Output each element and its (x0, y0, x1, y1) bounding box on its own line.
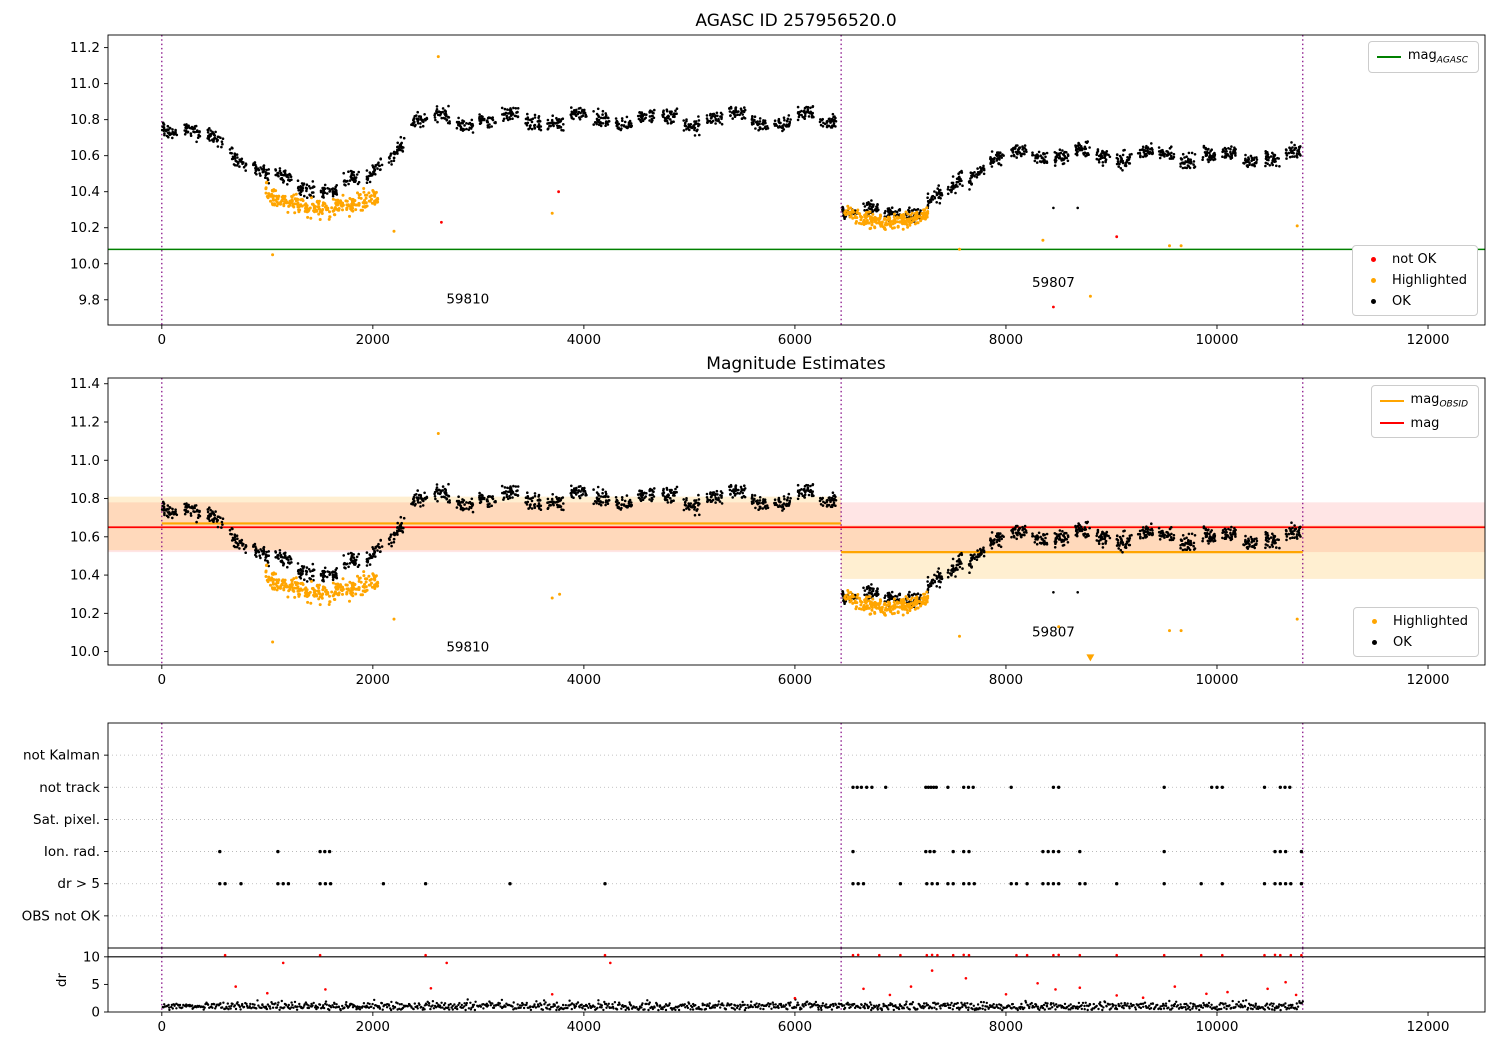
x-tick-label: 6000 (778, 332, 812, 348)
y-tick-label: 10.4 (70, 184, 100, 200)
y-tick-label: 11.2 (70, 40, 100, 56)
x-tick-label: 2000 (356, 332, 390, 348)
legend-label: mag (1410, 415, 1440, 431)
legend-item: Highlighted (1361, 273, 1467, 288)
y-tick-label: 5 (91, 977, 100, 993)
legend-label: not OK (1392, 252, 1437, 267)
scatter-points (160, 432, 1302, 662)
y-tick-label: 11.0 (70, 453, 100, 469)
x-tick-label: 4000 (567, 1019, 601, 1035)
flag-category-label: OBS not OK (22, 908, 102, 924)
y-tick-label: 10.8 (70, 112, 100, 128)
x-tick-label: 8000 (989, 672, 1023, 688)
y-tick-label: 10.6 (70, 529, 100, 545)
y-tick-label: 10 (83, 949, 100, 965)
x-tick-label: 4000 (567, 672, 601, 688)
x-tick-label: 12000 (1407, 332, 1450, 348)
legend-line-swatch (1379, 422, 1404, 425)
y-tick-label: 10.2 (70, 220, 100, 236)
legend-label: OK (1392, 294, 1411, 309)
x-tick-label: 2000 (356, 1019, 390, 1035)
x-tick-label: 4000 (567, 332, 601, 348)
legend-dot-swatch (1362, 619, 1386, 624)
y-axis-label: dr (54, 972, 70, 987)
scatter-points (160, 55, 1302, 309)
y-tick-label: 10.2 (70, 606, 100, 622)
x-tick-label: 0 (158, 1019, 167, 1035)
flag-category-label: not Kalman (23, 748, 100, 764)
legend-item: OK (1361, 294, 1467, 309)
scatter-points (161, 953, 1305, 1012)
y-tick-label: 9.8 (79, 292, 100, 308)
obsid-label: 59807 (1032, 624, 1075, 640)
legend-1-1: Highlighted OK (1353, 607, 1479, 657)
triangle-marker (1086, 654, 1095, 662)
x-tick-label: 12000 (1407, 672, 1450, 688)
flag-category-label: Sat. pixel. (33, 812, 100, 828)
magnitude-estimates-plot: 59810 59807 10.0 10.2 10.4 10.6 10.8 11.0 11.2 11… (70, 376, 1486, 688)
x-tick-label: 2000 (356, 672, 390, 688)
legend-label: magAGASC (1407, 48, 1468, 66)
flag-points (218, 785, 1304, 886)
x-tick-label: 0 (158, 672, 167, 688)
y-tick-label: 11.0 (70, 76, 100, 92)
x-tick-label: 6000 (778, 672, 812, 688)
y-tick-label: 0 (91, 1005, 100, 1021)
x-tick-label: 10000 (1196, 1019, 1239, 1035)
legend-label: magOBSID (1410, 392, 1468, 410)
legend-label: Highlighted (1393, 614, 1468, 629)
x-tick-label: 8000 (989, 1019, 1023, 1035)
legend-item: magAGASC (1376, 48, 1468, 66)
x-tick-label: 0 (158, 332, 167, 348)
x-tick-label: 8000 (989, 332, 1023, 348)
y-tick-label: 10.8 (70, 491, 100, 507)
y-tick-label: 10.0 (70, 644, 100, 660)
legend-0-0: magAGASC (1367, 41, 1479, 73)
legend-0-1: not OK Highlighted OK (1352, 245, 1478, 316)
legend-item: mag (1379, 415, 1468, 431)
y-tick-label: 10.4 (70, 568, 100, 584)
y-tick-label: 10.0 (70, 256, 100, 272)
legend-dot-swatch (1361, 257, 1385, 262)
legend-item: Highlighted (1362, 614, 1468, 629)
y-tick-label: 11.4 (70, 376, 100, 392)
page-title: AGASC ID 257956520.0 (695, 11, 897, 31)
legend-label: OK (1393, 635, 1412, 650)
flag-category-label: dr > 5 (57, 876, 100, 892)
legend-line-swatch (1379, 399, 1404, 402)
dr-plot: 0 5 10 0 2000 4000 6000 8000 10000 12000 dr (54, 947, 1486, 1035)
y-tick-label: 11.2 (70, 415, 100, 431)
flag-category-label: Ion. rad. (44, 844, 100, 860)
obsid-label: 59810 (446, 291, 489, 307)
legend-line-swatch (1376, 55, 1401, 58)
axes-frame (107, 34, 1486, 326)
legend-label: Highlighted (1392, 273, 1467, 288)
legend-item: magOBSID (1379, 392, 1468, 410)
legend-item: OK (1362, 635, 1468, 650)
y-tick-label: 10.6 (70, 148, 100, 164)
legend-item: not OK (1361, 252, 1467, 267)
obsid-label: 59810 (446, 640, 489, 656)
legend-dot-swatch (1362, 640, 1386, 645)
x-tick-label: 10000 (1196, 332, 1239, 348)
legend-1-0: magOBSID mag (1370, 385, 1479, 438)
legend-dot-swatch (1361, 299, 1385, 304)
x-tick-label: 12000 (1407, 1019, 1450, 1035)
x-tick-label: 6000 (778, 1019, 812, 1035)
magnitude-estimates-title: Magnitude Estimates (706, 354, 886, 374)
agasc-mag-plot: 59810 59807 9.8 10.0 10.2 10.4 10.6 10.8 11.0 11.… (70, 34, 1486, 348)
obsid-label: 59807 (1032, 275, 1075, 291)
axes-frame (107, 722, 1486, 949)
flag-category-label: not track (39, 780, 100, 796)
axes-frame (107, 377, 1486, 666)
legend-dot-swatch (1361, 278, 1385, 283)
axes-frame (107, 947, 1486, 1013)
quality-flags-plot: not Kalman not track Sat. pixel. Ion. rad. d… (22, 722, 1486, 949)
x-tick-label: 10000 (1196, 672, 1239, 688)
